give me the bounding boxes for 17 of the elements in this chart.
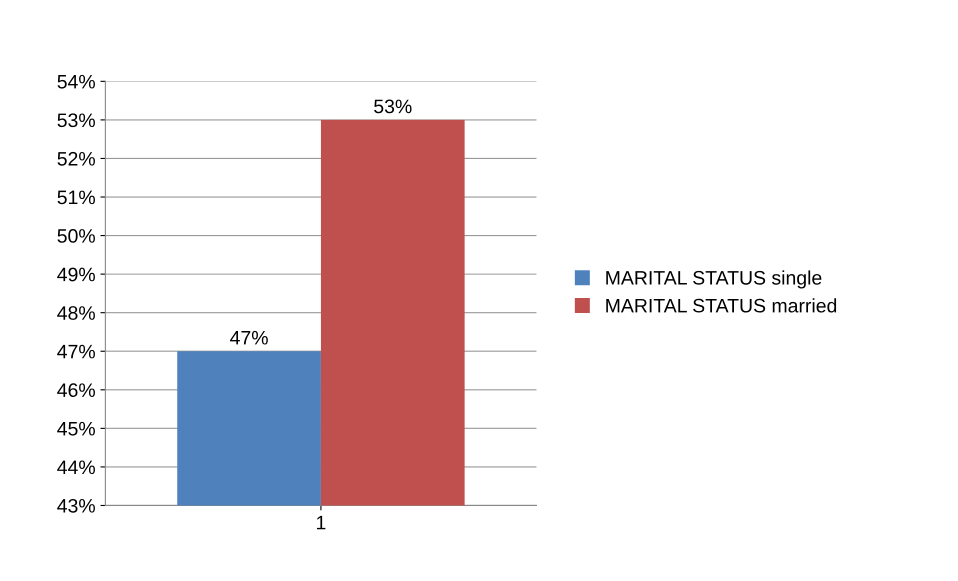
y-tick-label: 49%	[57, 268, 95, 282]
y-tick-label: 52%	[58, 152, 95, 166]
y-tick-label: 44%	[57, 460, 95, 474]
legend-label: MARITAL STATUS married	[606, 298, 836, 313]
y-tick-label: 46%	[57, 383, 95, 398]
y-tick-label: 43%	[57, 498, 95, 513]
legend-label: MARITAL STATUS single	[606, 270, 822, 289]
y-tick-label: 54%	[58, 74, 95, 89]
y-tick-label: 45%	[57, 422, 95, 436]
y-tick-label: 51%	[58, 190, 95, 204]
data-label: 47%	[230, 330, 268, 345]
y-tick-label: 47%	[57, 344, 95, 358]
x-tick-label: 1	[317, 516, 326, 530]
y-tick-label: 53%	[58, 113, 95, 128]
y-tick-label: 48%	[57, 306, 95, 320]
data-label: 53%	[374, 100, 412, 114]
y-tick-label: 50%	[58, 229, 95, 243]
